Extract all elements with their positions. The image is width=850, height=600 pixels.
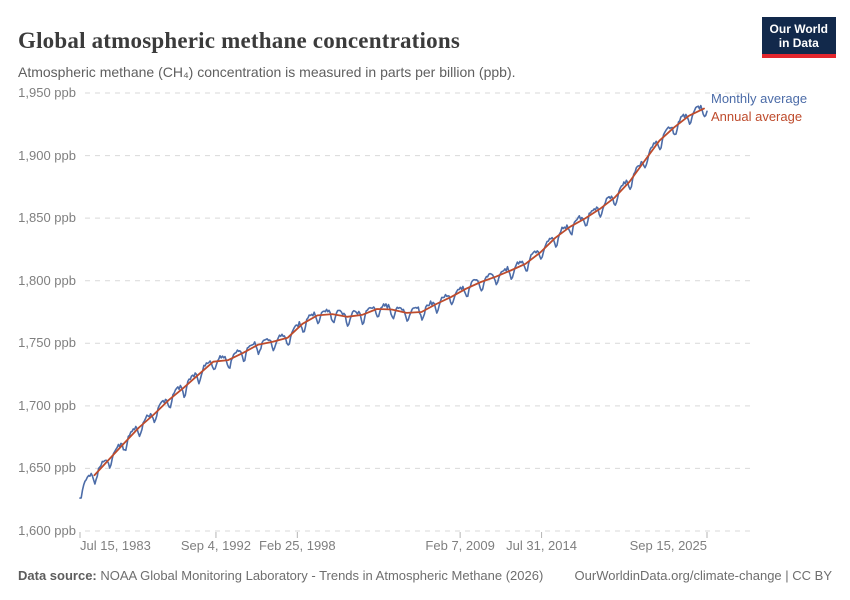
legend-annual-average[interactable]: Annual average bbox=[711, 109, 803, 124]
footer-source: Data source: NOAA Global Monitoring Labo… bbox=[18, 568, 543, 583]
legend-monthly-average[interactable]: Monthly average bbox=[711, 91, 808, 106]
x-axis-tick-label: Jul 31, 2014 bbox=[506, 538, 577, 553]
y-axis-tick-label: 1,700 ppb bbox=[18, 397, 76, 413]
annual-average-line[interactable] bbox=[93, 107, 705, 477]
x-axis-tick-label: Sep 15, 2025 bbox=[629, 538, 707, 553]
y-axis-tick-label: 1,750 ppb bbox=[18, 335, 76, 351]
monthly-average-line[interactable] bbox=[79, 104, 708, 499]
y-axis-tick-label: 1,850 ppb bbox=[18, 210, 76, 226]
owid-logo-line1: Our World bbox=[769, 22, 828, 36]
y-axis-tick-label: 1,950 ppb bbox=[18, 85, 76, 100]
owid-logo[interactable]: Our World in Data bbox=[761, 17, 836, 58]
x-axis-tick-label: Feb 7, 2009 bbox=[425, 538, 495, 553]
page-subtitle: Atmospheric methane (CH₄) concentration … bbox=[18, 64, 516, 80]
y-axis-tick-label: 1,800 ppb bbox=[18, 272, 76, 288]
footer-source-label: Data source: bbox=[18, 568, 97, 583]
x-axis-tick-label: Sep 4, 1992 bbox=[180, 538, 251, 553]
x-axis-tick-label: Jul 15, 1983 bbox=[80, 538, 151, 553]
y-axis-tick-label: 1,650 ppb bbox=[18, 460, 76, 476]
x-axis-tick-label: Feb 25, 1998 bbox=[259, 538, 336, 553]
y-axis-tick-label: 1,600 ppb bbox=[18, 523, 76, 538]
page-title: Global atmospheric methane concentration… bbox=[18, 28, 460, 54]
owid-logo-line2: in Data bbox=[778, 36, 819, 50]
y-axis-tick-label: 1,900 ppb bbox=[18, 147, 76, 163]
footer-credit-link[interactable]: OurWorldinData.org/climate-change | CC B… bbox=[574, 568, 832, 583]
footer-source-text: NOAA Global Monitoring Laboratory - Tren… bbox=[96, 568, 544, 583]
